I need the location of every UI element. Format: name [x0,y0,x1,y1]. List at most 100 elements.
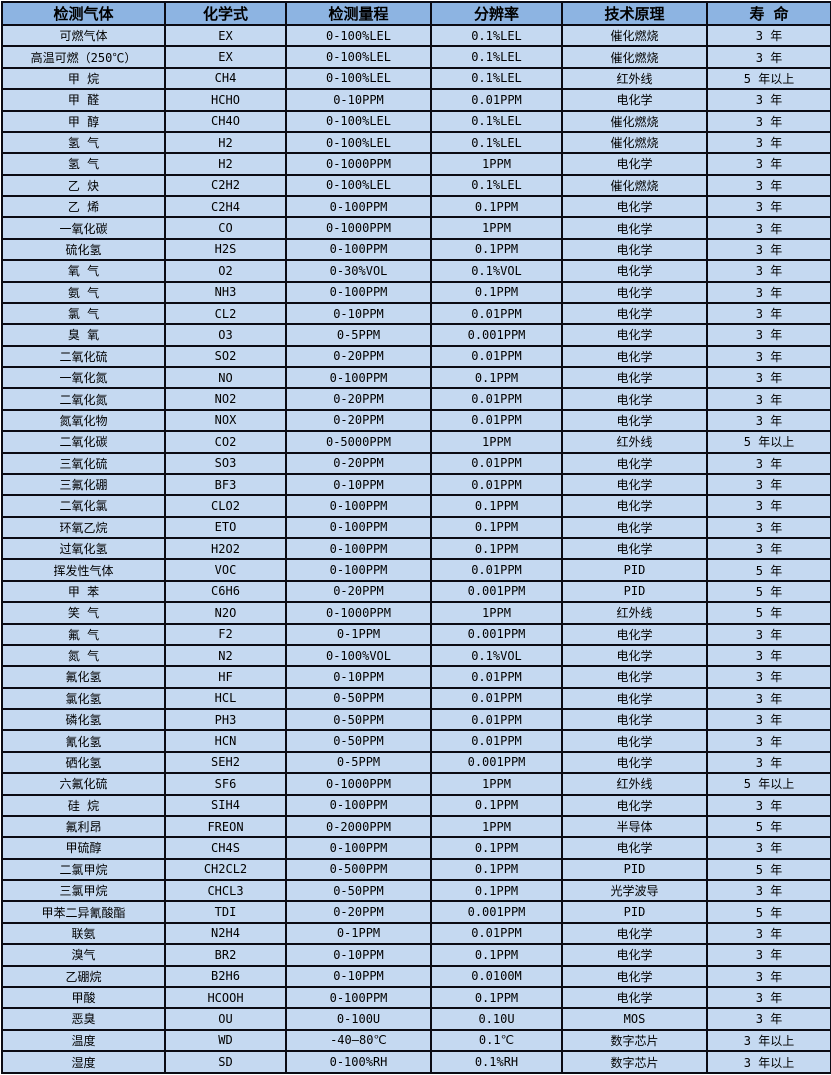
cell-principle: 半导体 [561,814,708,839]
cell-gas: 联氨 [1,921,166,946]
table-row: 三氧化硫 SO3 0-20PPM 0.01PPM 电化学 3 年 [1,451,831,475]
cell-gas: 氮 气 [1,643,166,668]
cell-range: 0-20PPM [285,387,432,411]
cell-principle: 电化学 [561,152,708,176]
cell-range: 0-5PPM [285,750,432,775]
cell-formula: EX [164,23,287,48]
cell-principle: 电化学 [561,729,708,753]
cell-formula: CH4 [164,66,287,91]
cell-range: 0-1PPM [285,622,432,646]
cell-resolution: 0.1PPM [430,280,563,304]
cell-lifespan: 5 年 [706,558,831,582]
cell-gas: 三氯甲烷 [1,878,166,903]
cell-range: 0-100%LEL [285,109,432,133]
cell-principle: 电化学 [561,237,708,262]
cell-lifespan: 3 年 [706,515,831,540]
cell-range: 0-20PPM [285,408,432,433]
cell-formula: CL2 [164,301,287,326]
cell-resolution: 0.001PPM [430,579,563,604]
cell-principle: 红外线 [561,772,708,796]
cell-formula: H2O2 [164,536,287,561]
cell-range: 0-500PPM [285,857,432,882]
cell-gas: 乙 烯 [1,194,166,219]
cell-principle: 电化学 [561,387,708,411]
table-row: 二氧化氮 NO2 0-20PPM 0.01PPM 电化学 3 年 [1,387,831,411]
cell-range: 0-100%LEL [285,66,432,91]
cell-formula: NH3 [164,280,287,304]
table-row: 二氧化碳 CO2 0-5000PPM 1PPM 红外线 5 年以上 [1,430,831,454]
cell-lifespan: 3 年 [706,964,831,988]
cell-principle: 催化燃烧 [561,173,708,198]
column-header-formula: 化学式 [164,1,287,26]
cell-lifespan: 3 年 [706,643,831,668]
cell-principle: 电化学 [561,515,708,540]
cell-principle: 电化学 [561,365,708,390]
cell-principle: 催化燃烧 [561,23,708,48]
cell-gas: 三氟化硼 [1,472,166,497]
cell-range: 0-20PPM [285,900,432,924]
table-row: 甲酸 HCOOH 0-100PPM 0.1PPM 电化学 3 年 [1,985,831,1010]
cell-gas: 二氯甲烷 [1,857,166,882]
cell-formula: CLO2 [164,494,287,518]
cell-range: 0-100%LEL [285,45,432,69]
cell-lifespan: 3 年 [706,985,831,1010]
cell-formula: H2S [164,237,287,262]
cell-range: 0-5000PPM [285,430,432,454]
cell-formula: CH4O [164,109,287,133]
cell-formula: HCOOH [164,985,287,1010]
cell-gas: 氯 气 [1,301,166,326]
cell-principle: PID [561,900,708,924]
cell-resolution: 0.1%LEL [430,66,563,91]
cell-formula: C2H2 [164,173,287,198]
table-row: 六氟化硫 SF6 0-1000PPM 1PPM 红外线 5 年以上 [1,772,831,796]
cell-lifespan: 3 年 [706,686,831,711]
cell-resolution: 0.1PPM [430,793,563,817]
cell-resolution: 0.1PPM [430,836,563,860]
cell-formula: B2H6 [164,964,287,988]
table-body: 可燃气体 EX 0-100%LEL 0.1%LEL 催化燃烧 3 年高温可燃（250℃） E… [1,23,831,1074]
table-row: 氧 气 O2 0-30%VOL 0.1%VOL 电化学 3 年 [1,259,831,283]
cell-lifespan: 3 年 [706,750,831,775]
cell-lifespan: 5 年 [706,857,831,882]
cell-lifespan: 3 年以上 [706,1050,831,1074]
cell-resolution: 0.01PPM [430,301,563,326]
cell-principle: 电化学 [561,921,708,946]
cell-range: 0-100PPM [285,515,432,540]
cell-resolution: 0.01PPM [430,921,563,946]
cell-lifespan: 5 年 [706,601,831,625]
cell-formula: SIH4 [164,793,287,817]
table-row: 恶臭 OU 0-100U 0.10U MOS 3 年 [1,1007,831,1031]
cell-lifespan: 3 年 [706,23,831,48]
cell-resolution: 0.1%RH [430,1050,563,1074]
cell-gas: 一氧化氮 [1,365,166,390]
cell-lifespan: 3 年 [706,237,831,262]
cell-formula: EX [164,45,287,69]
cell-resolution: 0.01PPM [430,686,563,711]
table-row: 氯化氢 HCL 0-50PPM 0.01PPM 电化学 3 年 [1,686,831,711]
cell-gas: 磷化氢 [1,707,166,732]
cell-formula: O3 [164,323,287,347]
cell-principle: 电化学 [561,259,708,283]
cell-principle: 电化学 [561,707,708,732]
cell-principle: 红外线 [561,66,708,91]
cell-range: 0-1000PPM [285,152,432,176]
cell-gas: 氢 气 [1,130,166,155]
table-row: 乙 烯 C2H4 0-100PPM 0.1PPM 电化学 3 年 [1,194,831,219]
cell-gas: 挥发性气体 [1,558,166,582]
cell-range: 0-100PPM [285,836,432,860]
cell-principle: 催化燃烧 [561,109,708,133]
cell-range: 0-10PPM [285,88,432,112]
cell-formula: SEH2 [164,750,287,775]
cell-formula: N2 [164,643,287,668]
cell-range: 0-100%LEL [285,173,432,198]
cell-gas: 氯化氢 [1,686,166,711]
table-row: 硒化氢 SEH2 0-5PPM 0.001PPM 电化学 3 年 [1,750,831,775]
cell-range: 0-50PPM [285,707,432,732]
cell-gas: 氟化氢 [1,665,166,689]
cell-principle: 电化学 [561,344,708,369]
cell-formula: OU [164,1007,287,1031]
cell-principle: MOS [561,1007,708,1031]
cell-principle: 电化学 [561,408,708,433]
